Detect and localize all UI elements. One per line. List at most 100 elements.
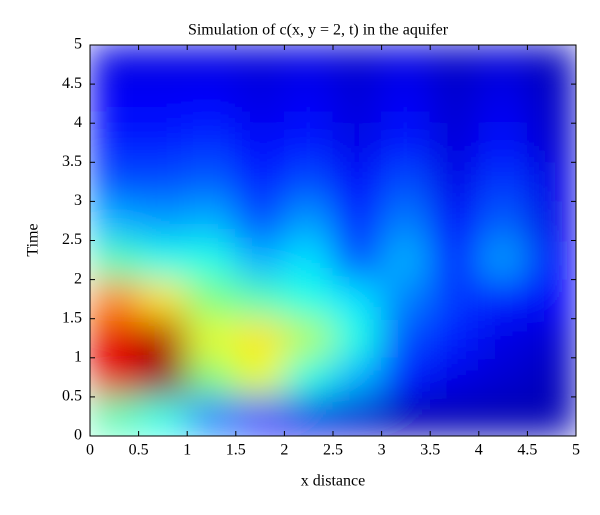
x-tick-label: 3: [378, 442, 386, 459]
heat-cell: [526, 83, 576, 124]
heat-cell: [526, 45, 576, 85]
heat-cell: [283, 357, 334, 398]
heat-cell: [90, 83, 140, 124]
heat-cell: [138, 200, 188, 241]
x-tick-label: 0: [86, 442, 94, 459]
y-axis-label: Time: [25, 223, 42, 256]
heat-cell: [283, 45, 334, 85]
heat-cell: [186, 161, 237, 202]
heat-cell: [90, 357, 140, 398]
x-tick-label: 4: [475, 442, 483, 459]
x-tick-label: 3.5: [420, 442, 440, 459]
x-tick-label: 2.5: [323, 442, 343, 459]
heat-cell: [381, 240, 431, 281]
heat-cell: [283, 240, 334, 281]
heat-cell: [90, 122, 140, 163]
y-tick-label: 0: [74, 427, 82, 444]
heat-cell: [332, 318, 383, 359]
heat-cell: [429, 318, 480, 359]
y-tick-label: 3: [74, 192, 82, 209]
heat-cell: [526, 200, 576, 241]
heat-cell: [186, 357, 237, 398]
y-tick-label: 0.5: [62, 388, 82, 405]
heat-cell: [186, 240, 237, 281]
heat-cell: [90, 396, 140, 436]
heat-cell: [138, 357, 188, 398]
heat-cell: [332, 122, 383, 163]
heat-cell: [381, 122, 431, 163]
heat-cell: [138, 240, 188, 281]
heat-cell: [332, 83, 383, 124]
heat-cell: [478, 161, 528, 202]
heat-cell: [478, 45, 528, 85]
heat-cell: [235, 396, 285, 436]
heat-cell: [90, 240, 140, 281]
y-tick-label: 3.5: [62, 153, 82, 170]
heat-cell: [429, 357, 480, 398]
x-tick-label: 5: [572, 442, 580, 459]
y-tick-label: 5: [74, 36, 82, 53]
plot-area: [90, 45, 576, 436]
x-tick-label: 0.5: [129, 442, 149, 459]
heat-cell: [186, 200, 237, 241]
heat-cell: [381, 83, 431, 124]
heat-cell: [478, 318, 528, 359]
heat-cell: [186, 396, 237, 436]
heat-cell: [381, 45, 431, 85]
heat-cell: [381, 396, 431, 436]
heat-cell: [332, 45, 383, 85]
heat-cell: [332, 279, 383, 320]
heat-cell: [478, 122, 528, 163]
heat-cell: [186, 279, 237, 320]
heat-cell: [283, 200, 334, 241]
y-tick-label: 2.5: [62, 231, 82, 248]
heat-cell: [526, 279, 576, 320]
heat-cell: [429, 161, 480, 202]
heat-cell: [138, 318, 188, 359]
heat-cell: [235, 318, 285, 359]
x-tick-label: 2: [280, 442, 288, 459]
heat-cell: [90, 45, 140, 85]
heat-cell: [526, 357, 576, 398]
heat-cell: [429, 240, 480, 281]
heat-cell: [235, 122, 285, 163]
heat-cell: [235, 279, 285, 320]
heat-cell: [478, 357, 528, 398]
heat-cell: [429, 200, 480, 241]
heat-cell: [332, 357, 383, 398]
x-tick-label: 4.5: [517, 442, 537, 459]
heat-cell: [90, 318, 140, 359]
heat-cell: [90, 200, 140, 241]
heat-cell: [332, 396, 383, 436]
heat-cell: [526, 161, 576, 202]
heat-cell: [526, 396, 576, 436]
x-tick-label: 1.5: [226, 442, 246, 459]
heat-cell: [429, 83, 480, 124]
heat-cell: [138, 396, 188, 436]
heat-cell: [235, 240, 285, 281]
heat-cell: [332, 240, 383, 281]
heat-cell: [186, 122, 237, 163]
heat-cell: [381, 161, 431, 202]
axes: 0 0.5 1 1.5 2 2.5 3 3.5 4 4.5 5 0 0.5 1 1.5 2 2.5 3 3.5 4 4.…: [62, 36, 580, 459]
heat-cell: [283, 318, 334, 359]
y-tick-label: 1.5: [62, 309, 82, 326]
heat-cell: [235, 45, 285, 85]
heat-cell: [138, 122, 188, 163]
heat-cell: [332, 161, 383, 202]
heat-cell: [138, 279, 188, 320]
heat-cell: [381, 357, 431, 398]
heat-cell: [283, 161, 334, 202]
heat-cell: [235, 200, 285, 241]
heat-cell: [478, 279, 528, 320]
heat-cell: [381, 200, 431, 241]
heat-cell: [235, 83, 285, 124]
heat-cell: [526, 240, 576, 281]
heat-cell: [235, 357, 285, 398]
heat-cell: [90, 161, 140, 202]
x-axis-label: x distance: [301, 473, 365, 490]
heat-cell: [186, 83, 237, 124]
heat-cell: [283, 279, 334, 320]
heat-cell: [138, 83, 188, 124]
